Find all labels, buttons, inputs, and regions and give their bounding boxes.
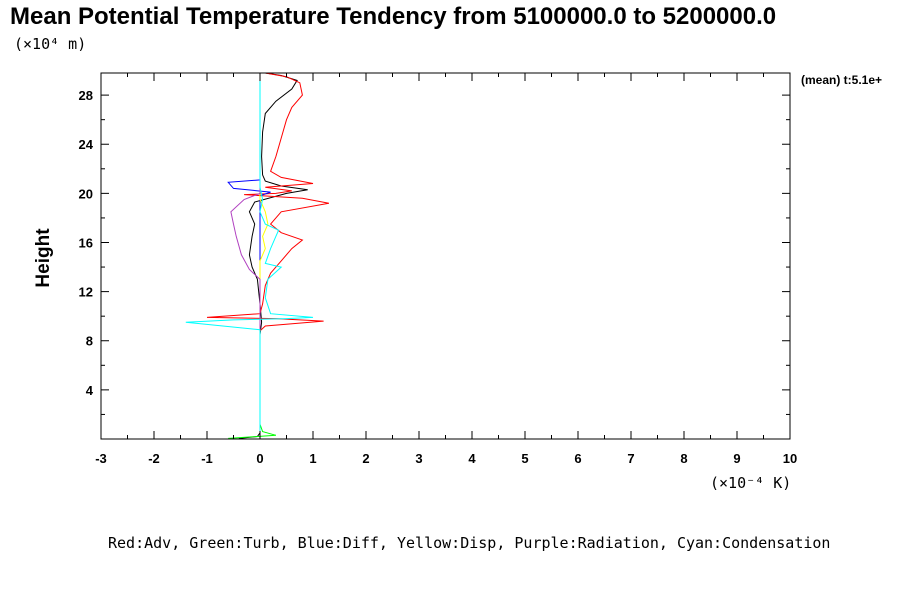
- x-tick-label: -1: [201, 451, 213, 466]
- x-tick-label: -2: [148, 451, 160, 466]
- x-tick-label: 4: [468, 451, 476, 466]
- x-tick-label: 6: [574, 451, 581, 466]
- x-tick-label: 5: [521, 451, 528, 466]
- x-tick-label: 1: [309, 451, 316, 466]
- series-line: [185, 73, 314, 433]
- series-line: [206, 72, 329, 433]
- x-tick-label: 7: [627, 451, 634, 466]
- x-tick-label: 8: [680, 451, 687, 466]
- series-line: [238, 72, 308, 439]
- x-tick-label: -3: [95, 451, 107, 466]
- x-tick-label: 3: [415, 451, 422, 466]
- y-tick-label: 24: [79, 137, 94, 152]
- series-layer: [185, 72, 329, 439]
- y-tick-label: 12: [79, 285, 93, 300]
- y-tick-label: 8: [86, 334, 93, 349]
- series-line: [228, 73, 277, 439]
- plot-frame: [100, 72, 791, 440]
- y-tick-label: 28: [79, 88, 93, 103]
- y-axis-label: Height: [33, 228, 54, 288]
- x-tick-label: 9: [733, 451, 740, 466]
- y-tick-label: 20: [79, 186, 93, 201]
- x-unit-label: (×10⁻⁴ K): [710, 474, 791, 492]
- series-line: [230, 73, 261, 433]
- x-tick-label: 10: [783, 451, 797, 466]
- chart-title: Mean Potential Temperature Tendency from…: [10, 3, 776, 30]
- y-unit-label: (×10⁴ m): [14, 35, 86, 53]
- series-line: [259, 73, 269, 433]
- mean-annotation: (mean) t:5.1e+: [801, 73, 882, 87]
- legend-text: Red:Adv, Green:Turb, Blue:Diff, Yellow:D…: [108, 534, 830, 552]
- y-tick-label: 4: [86, 383, 94, 398]
- y-tick-label: 16: [79, 235, 93, 250]
- x-tick-label: 2: [362, 451, 369, 466]
- x-tick-label: 0: [256, 451, 263, 466]
